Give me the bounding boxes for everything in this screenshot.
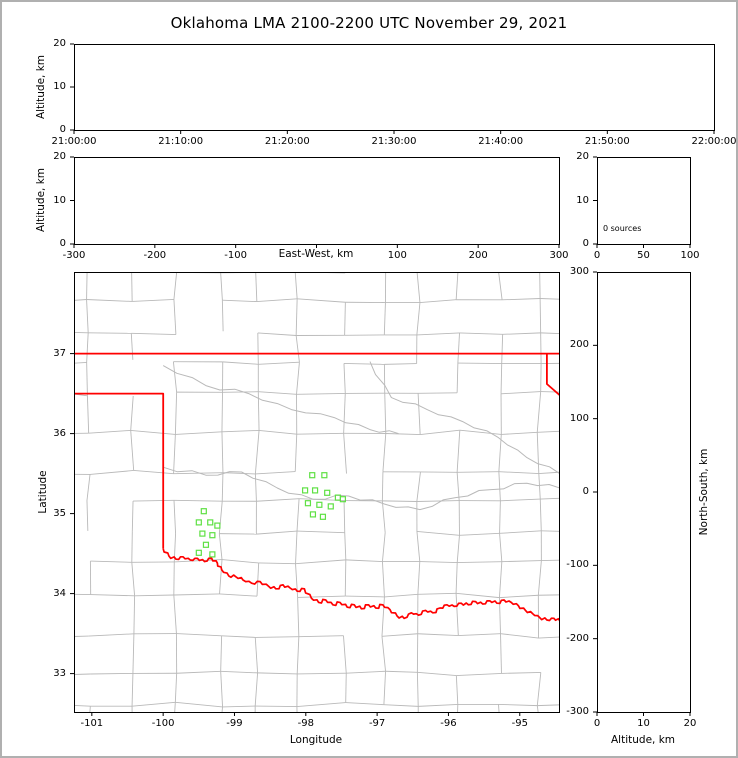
tick-label: 0 [59,238,66,249]
x-axis-label-eastwest: East-West, km [278,248,354,260]
tick-label: -95 [511,718,528,729]
lma-source-point [214,522,221,529]
lma-source-point [321,472,328,479]
tick-label: -300 [62,250,86,261]
tick-label: 21:40:00 [478,136,524,147]
tick-label: 0 [582,238,589,249]
lma-source-point [200,508,207,515]
tick-label: 21:10:00 [158,136,204,147]
tick-label: -100 [566,559,589,571]
tick-label: 22:00:00 [691,136,737,147]
tick-label: -100 [224,250,248,261]
axes-box-time [74,44,715,131]
tick-label: -101 [80,718,104,729]
lma-source-point [309,511,317,518]
tick-label: -100 [151,718,175,729]
lma-source-point [324,489,331,496]
tick-label: 200 [569,339,589,351]
tick-label: 35 [53,507,66,519]
tick-label: 10 [637,718,650,729]
tick-label: 21:50:00 [584,136,630,147]
lma-source-point [304,500,312,507]
tick-label: 20 [53,38,66,49]
axes-box-ns [597,272,691,713]
lma-source-point [209,551,216,558]
tick-label: 300 [569,266,589,277]
tick-label: 21:30:00 [371,136,417,147]
tick-label: 100 [569,412,589,424]
y-axis-label-northsouth: North-South, km [698,448,710,536]
lma-source-point [195,549,202,556]
tick-label: 36 [53,427,66,439]
tick-label: 300 [549,250,569,261]
tick-label: 10 [53,194,66,206]
tick-label: 100 [680,250,700,261]
x-axis-label-longitude: Longitude [289,734,343,746]
tick-label: 10 [53,81,66,92]
x-axis-label-altitude-ns: Altitude, km [610,734,676,746]
lma-source-point [199,530,206,537]
lma-source-point [202,541,210,548]
tick-label: -97 [368,718,386,729]
tick-label: 0 [582,486,589,497]
tick-label: 20 [576,151,589,162]
axes-box-ew [74,157,560,245]
tick-label: 200 [468,250,488,261]
tick-label: 10 [576,194,589,206]
lma-source-point [309,472,316,479]
tick-label: 34 [53,587,66,599]
map-layers [74,272,559,712]
lma-source-point [207,519,214,526]
tick-label: -300 [566,706,589,717]
tick-label: 0 [593,718,601,729]
tick-label: 21:00:00 [51,136,97,147]
tick-label: -200 [566,632,589,644]
lma-source-point [195,519,202,526]
lma-source-point [301,487,309,494]
tick-label: -98 [297,718,314,729]
tick-label: 20 [683,718,697,729]
lma-source-point [319,513,327,520]
lma-source-point [339,496,346,503]
lma-source-point [209,532,216,539]
tick-label: -96 [440,718,457,729]
tick-label: 20 [53,151,66,162]
source-count-annotation: 0 sources [603,224,642,233]
lma-source-point [311,487,319,494]
tick-label: 100 [387,250,407,261]
tick-label: 0 [59,124,66,135]
lma-source-point [327,503,334,510]
tick-label: 33 [53,667,66,679]
tick-label: 37 [53,347,66,359]
lma-source-point [316,501,323,508]
tick-label: -99 [226,718,243,729]
tick-label: -200 [143,250,167,261]
tick-label: 21:20:00 [264,136,310,147]
tick-label: 50 [637,250,650,261]
axes-box-map [74,272,560,713]
tick-label: 0 [593,250,601,261]
figure-title: Oklahoma LMA 2100-2200 UTC November 29, … [170,14,568,32]
